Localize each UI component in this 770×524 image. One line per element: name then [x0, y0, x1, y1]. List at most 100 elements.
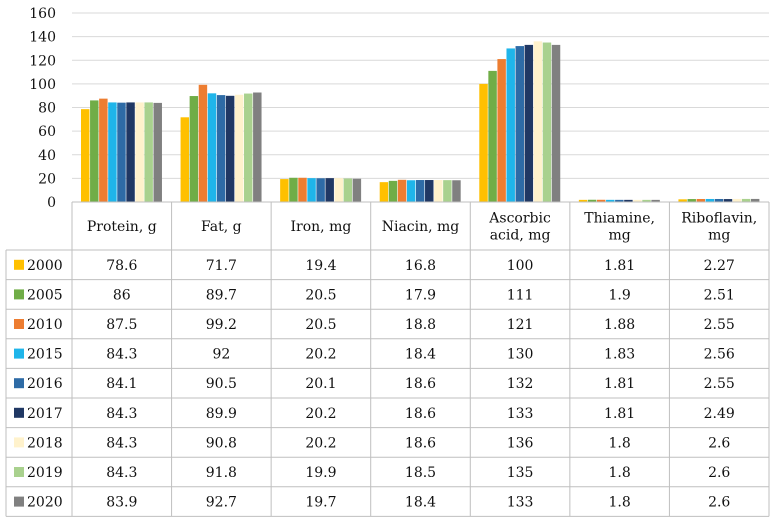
bar — [732, 198, 742, 202]
legend-key — [14, 407, 24, 418]
bar — [307, 178, 316, 202]
y-tick-label: 0 — [47, 195, 56, 211]
data-label: 1.81 — [604, 406, 635, 422]
legend-key — [14, 467, 24, 477]
data-label: 1.88 — [604, 317, 635, 333]
bar — [606, 199, 615, 202]
bar — [624, 199, 633, 202]
data-label: 84.3 — [106, 465, 137, 481]
data-label: 1.8 — [609, 465, 631, 481]
legend-key — [14, 348, 24, 359]
data-label: 1.81 — [604, 258, 635, 274]
legend-label: 2020 — [27, 495, 63, 511]
data-label: 20.2 — [305, 435, 336, 451]
data-label: 1.8 — [609, 495, 631, 511]
legend-label: 2016 — [27, 376, 63, 392]
bar — [108, 102, 117, 202]
bar — [99, 98, 108, 202]
bar — [551, 44, 561, 202]
legend-key — [14, 378, 24, 389]
data-label: 20.2 — [305, 347, 336, 363]
data-label: 86 — [113, 287, 131, 303]
bar — [443, 180, 452, 202]
bar — [524, 44, 534, 202]
category-label: Ascorbic — [488, 211, 551, 227]
bar — [497, 59, 506, 202]
bar — [180, 117, 190, 202]
data-label: 1.8 — [609, 435, 631, 451]
bar — [425, 180, 434, 202]
data-label: 19.7 — [305, 495, 336, 511]
data-label: 2.49 — [704, 406, 735, 422]
bar — [506, 48, 515, 202]
data-label: 20.5 — [305, 317, 336, 333]
bar — [651, 199, 660, 202]
legend-label: 2015 — [27, 347, 63, 363]
bar — [135, 102, 144, 202]
y-tick-label: 120 — [29, 53, 56, 69]
bar — [325, 178, 334, 202]
category-label: Iron, mg — [291, 219, 352, 235]
bar — [678, 199, 687, 202]
bar — [696, 198, 706, 202]
data-label: 78.6 — [106, 258, 137, 274]
y-tick-label: 40 — [38, 148, 56, 164]
data-label: 121 — [507, 317, 534, 333]
bar — [81, 109, 90, 202]
bars — [81, 41, 760, 203]
bar — [687, 199, 696, 202]
bar — [316, 178, 325, 202]
data-label: 20.5 — [305, 287, 336, 303]
data-label: 99.2 — [206, 317, 237, 333]
legend-key — [14, 259, 24, 270]
data-label: 92 — [212, 347, 230, 363]
data-label: 16.8 — [405, 258, 436, 274]
bar — [714, 198, 724, 202]
bar — [189, 96, 199, 202]
category-label: Thiamine, — [584, 211, 655, 227]
legend-key — [14, 289, 24, 300]
bar — [207, 93, 217, 202]
data-label: 18.6 — [405, 406, 436, 422]
category-label: acid, mg — [490, 228, 551, 244]
data-label: 89.9 — [206, 406, 237, 422]
bar — [723, 199, 733, 202]
bar — [741, 198, 751, 202]
legend-label: 2000 — [27, 258, 63, 274]
y-tick-label: 140 — [29, 30, 56, 46]
bar — [750, 198, 760, 202]
data-label: 1.81 — [604, 376, 635, 392]
data-label: 1.9 — [609, 287, 631, 303]
bar — [452, 180, 461, 202]
bar — [352, 178, 362, 202]
category-label: Riboflavin, — [681, 211, 757, 227]
legend-label: 2017 — [27, 406, 63, 422]
legend-label: 2019 — [27, 465, 63, 481]
bar — [126, 102, 135, 202]
data-label: 133 — [507, 495, 534, 511]
category-label: mg — [708, 228, 730, 244]
bar — [542, 42, 552, 202]
data-label: 83.9 — [106, 495, 137, 511]
legend-label: 2018 — [27, 435, 63, 451]
bar — [144, 102, 153, 202]
bar — [406, 180, 416, 202]
data-label: 18.4 — [405, 347, 436, 363]
data-label: 17.9 — [405, 287, 436, 303]
legend-label: 2010 — [27, 317, 63, 333]
y-tick-label: 20 — [38, 171, 56, 187]
data-label: 2.56 — [704, 347, 735, 363]
data-label: 19.4 — [305, 258, 336, 274]
data-label: 18.6 — [405, 376, 436, 392]
bar — [596, 199, 606, 202]
y-axis: 0 20 40 60 80 100 120 140 160 — [29, 6, 56, 211]
bar — [343, 178, 353, 202]
data-label: 18.4 — [405, 495, 436, 511]
bar — [488, 70, 497, 202]
data-label: 130 — [507, 347, 534, 363]
bar — [633, 199, 642, 202]
legend-label: 2005 — [27, 287, 63, 303]
data-label: 90.8 — [206, 435, 237, 451]
data-label: 133 — [507, 406, 534, 422]
bar — [225, 95, 235, 202]
